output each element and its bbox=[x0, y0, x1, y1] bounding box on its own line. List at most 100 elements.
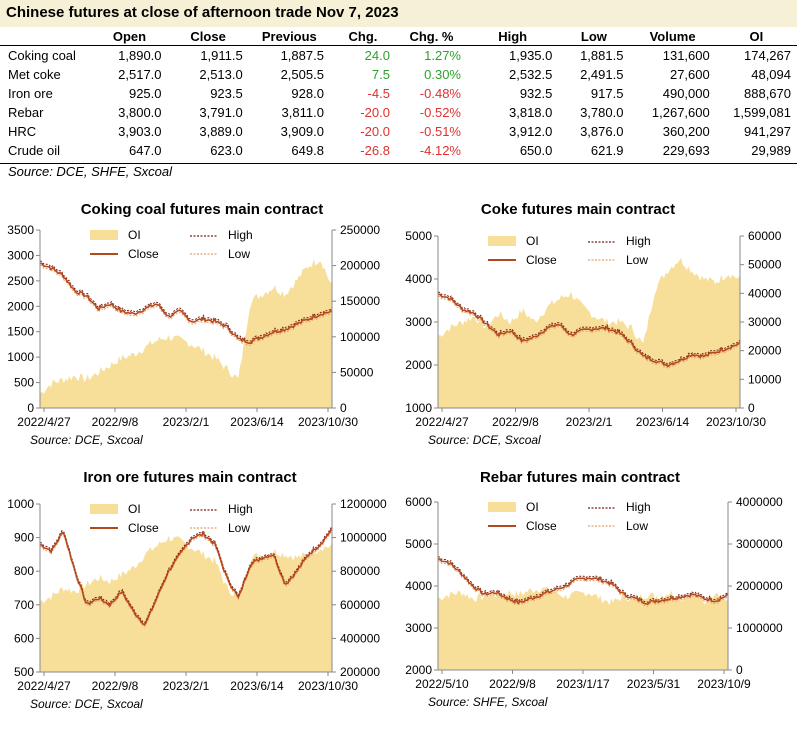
chart-title: Iron ore futures main contract bbox=[83, 469, 296, 486]
legend-high-label: High bbox=[626, 234, 651, 248]
x-tick-label: 2023/2/1 bbox=[566, 415, 613, 429]
iron-ore-chart: Iron ore futures main contract 500 600 700 8… bbox=[0, 458, 395, 726]
table-cell: 3,889.0 bbox=[199, 124, 243, 139]
column-header: Chg. bbox=[348, 28, 378, 44]
table-cell: 1,890.0 bbox=[118, 48, 162, 63]
legend-low-label: Low bbox=[228, 521, 250, 535]
table-cell: 1,267,600 bbox=[651, 105, 710, 120]
left-tick-label: 3000 bbox=[7, 248, 34, 262]
left-tick-label: 0 bbox=[27, 401, 34, 415]
right-tick-label: 50000 bbox=[340, 365, 374, 379]
table-cell: -4.5 bbox=[367, 86, 390, 101]
commodity-name: Iron ore bbox=[8, 86, 53, 101]
coking-coal-chart-svg: Coking coal futures main contract 0 500 100… bbox=[7, 201, 380, 447]
legend-low-label: Low bbox=[228, 247, 250, 261]
table-cell: -20.0 bbox=[360, 105, 390, 120]
right-tick-label: 0 bbox=[340, 401, 347, 415]
right-tick-label: 60000 bbox=[748, 229, 782, 243]
table-cell: 649.8 bbox=[291, 143, 324, 158]
left-tick-label: 3000 bbox=[405, 621, 432, 635]
x-tick-label: 2022/9/8 bbox=[92, 415, 139, 429]
right-tick-label: 200000 bbox=[340, 259, 380, 273]
coke-chart: Coke futures main contract 1000 2000 3000 40… bbox=[398, 190, 797, 458]
right-tick-label: 250000 bbox=[340, 223, 380, 237]
table-cell: 3,876.0 bbox=[580, 124, 624, 139]
table-cell: 490,000 bbox=[662, 86, 710, 101]
column-header: Volume bbox=[649, 28, 696, 44]
left-tick-label: 1000 bbox=[405, 401, 432, 415]
table-cell: 24.0 bbox=[364, 48, 390, 63]
table-cell: 3,818.0 bbox=[509, 105, 553, 120]
x-tick-label: 2023/6/14 bbox=[230, 415, 284, 429]
right-tick-label: 1000000 bbox=[736, 621, 783, 635]
x-tick-label: 2023/1/17 bbox=[556, 677, 610, 691]
right-tick-label: 20000 bbox=[748, 344, 782, 358]
column-header: High bbox=[498, 28, 528, 44]
table-cell: 3,912.0 bbox=[509, 124, 553, 139]
table-cell: 2,517.0 bbox=[118, 67, 162, 82]
table-cell: -0.51% bbox=[419, 124, 461, 139]
legend-high-label: High bbox=[228, 502, 253, 516]
table-cell: 27,600 bbox=[669, 67, 710, 82]
oi-area bbox=[40, 535, 332, 672]
right-tick-label: 1000000 bbox=[340, 531, 387, 545]
table-cell: 941,297 bbox=[744, 124, 791, 139]
right-tick-label: 30000 bbox=[748, 315, 782, 329]
left-tick-label: 500 bbox=[14, 376, 34, 390]
legend-oi-label: OI bbox=[526, 234, 539, 248]
x-tick-label: 2023/6/14 bbox=[230, 679, 284, 693]
x-tick-label: 2022/4/27 bbox=[415, 415, 469, 429]
commodity-name: Coking coal bbox=[8, 48, 76, 63]
rebar-chart: Rebar futures main contract 2000 3000 4000 5… bbox=[398, 458, 797, 726]
left-tick-label: 4000 bbox=[405, 579, 432, 593]
table-bottom-rule bbox=[0, 163, 797, 164]
legend-close-label: Close bbox=[128, 247, 159, 261]
table-cell: 3,909.0 bbox=[280, 124, 324, 139]
left-tick-label: 900 bbox=[14, 531, 34, 545]
table-cell: 29,989 bbox=[751, 143, 791, 158]
legend-low-label: Low bbox=[626, 253, 648, 267]
legend-close-label: Close bbox=[128, 521, 159, 535]
table-cell: 2,491.5 bbox=[580, 67, 624, 82]
oi-area bbox=[40, 259, 332, 408]
close-line bbox=[437, 293, 741, 368]
table-row: Crude oil 647.0 623.0 649.8 -26.8 -4.12% 650.0… bbox=[0, 141, 797, 160]
x-tick-label: 2023/10/30 bbox=[706, 415, 766, 429]
table-cell: 3,903.0 bbox=[118, 124, 162, 139]
table-cell: 925.0 bbox=[128, 86, 162, 101]
right-tick-label: 10000 bbox=[748, 372, 782, 386]
table-row: HRC 3,903.0 3,889.0 3,909.0 -20.0 -0.51% 3,912… bbox=[0, 122, 797, 141]
table-cell: -20.0 bbox=[360, 124, 390, 139]
table-cell: 621.9 bbox=[590, 143, 624, 158]
right-tick-label: 50000 bbox=[748, 258, 782, 272]
table-cell: 917.5 bbox=[590, 86, 624, 101]
table-cell: 2,505.5 bbox=[280, 67, 324, 82]
left-tick-label: 700 bbox=[14, 598, 34, 612]
commodity-name: HRC bbox=[8, 124, 37, 139]
right-tick-label: 400000 bbox=[340, 631, 380, 645]
table-cell: 1,911.5 bbox=[200, 48, 243, 63]
table-cell: 923.5 bbox=[210, 86, 243, 101]
table-cell: 2,513.0 bbox=[199, 67, 243, 82]
right-tick-label: 800000 bbox=[340, 564, 380, 578]
table-cell: 174,267 bbox=[744, 48, 791, 63]
chart-source: Source: DCE, Sxcoal bbox=[30, 433, 143, 447]
table-cell: 623.0 bbox=[210, 143, 243, 158]
low-line bbox=[39, 264, 333, 346]
legend-oi-swatch bbox=[488, 502, 516, 512]
right-tick-label: 0 bbox=[748, 401, 755, 415]
coke-chart-svg: Coke futures main contract 1000 2000 3000 40… bbox=[405, 201, 782, 447]
table-cell: 932.5 bbox=[519, 86, 553, 101]
right-tick-label: 3000000 bbox=[736, 537, 783, 551]
table-cell: 48,094 bbox=[751, 67, 791, 82]
right-tick-label: 150000 bbox=[340, 294, 380, 308]
table-cell: 1,881.5 bbox=[580, 48, 624, 63]
chart-title: Coke futures main contract bbox=[481, 201, 675, 218]
x-tick-label: 2022/9/8 bbox=[492, 415, 539, 429]
table-cell: 928.0 bbox=[291, 86, 324, 101]
table-cell: 1.27% bbox=[424, 48, 461, 63]
column-header: Previous bbox=[261, 28, 317, 44]
column-header: Chg. % bbox=[409, 28, 454, 44]
legend-close-label: Close bbox=[526, 253, 557, 267]
table-cell: 3,811.0 bbox=[281, 105, 324, 120]
